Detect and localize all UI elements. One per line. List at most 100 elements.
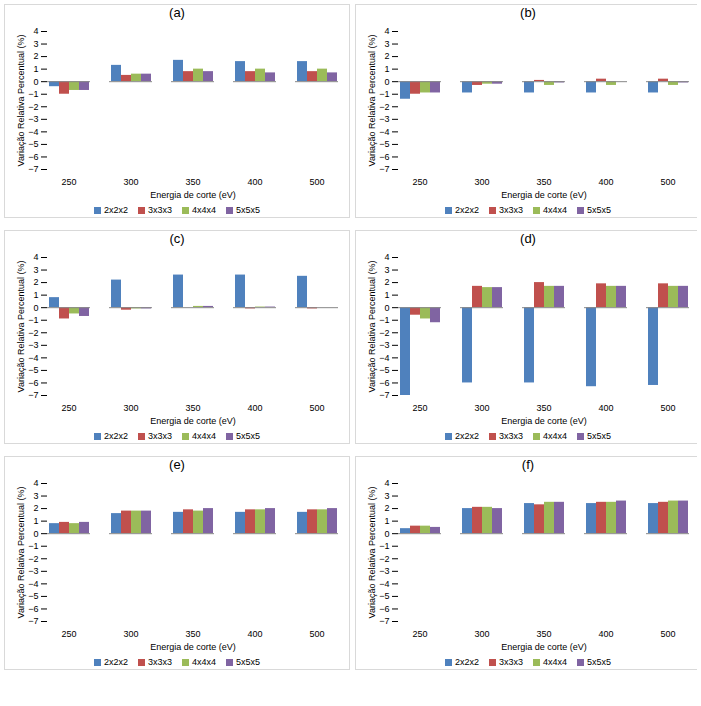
svg-text:300: 300 [123,629,138,639]
svg-text:2: 2 [384,51,389,61]
svg-text:500: 500 [660,403,675,413]
svg-text:−5: −5 [379,365,389,375]
svg-text:−5: −5 [379,139,389,149]
svg-text:−1: −1 [28,89,38,99]
svg-text:−4: −4 [379,353,389,363]
svg-text:300: 300 [474,403,489,413]
svg-text:0: 0 [33,303,38,313]
svg-text:250: 250 [61,177,76,187]
svg-text:1: 1 [33,516,38,526]
svg-text:Energia de corte (eV): Energia de corte (eV) [150,190,236,200]
svg-text:1: 1 [384,516,389,526]
svg-text:−7: −7 [28,616,38,626]
svg-text:500: 500 [660,629,675,639]
svg-text:400: 400 [598,403,613,413]
svg-text:−2: −2 [379,554,389,564]
svg-text:350: 350 [185,629,200,639]
svg-text:−2: −2 [28,102,38,112]
svg-text:3: 3 [384,265,389,275]
svg-text:3: 3 [33,39,38,49]
svg-text:250: 250 [61,629,76,639]
svg-text:250: 250 [412,403,427,413]
svg-text:−4: −4 [379,579,389,589]
svg-text:Energia de corte (eV): Energia de corte (eV) [501,642,587,652]
svg-text:1: 1 [33,290,38,300]
svg-text:−5: −5 [379,591,389,601]
svg-text:−1: −1 [28,315,38,325]
svg-text:4: 4 [384,26,389,36]
svg-text:−2: −2 [28,328,38,338]
svg-text:0: 0 [33,77,38,87]
svg-text:Variação Relativa Percentual (: Variação Relativa Percentual (%) [367,261,377,393]
svg-text:2: 2 [384,503,389,513]
svg-text:−2: −2 [379,328,389,338]
svg-text:350: 350 [536,403,551,413]
svg-text:4: 4 [33,252,38,262]
svg-text:−1: −1 [28,541,38,551]
svg-text:−3: −3 [28,340,38,350]
svg-text:3: 3 [33,491,38,501]
svg-text:4: 4 [33,478,38,488]
svg-text:−4: −4 [379,127,389,137]
svg-text:0: 0 [384,77,389,87]
svg-text:250: 250 [412,177,427,187]
svg-text:0: 0 [384,529,389,539]
svg-text:2: 2 [384,277,389,287]
svg-text:500: 500 [660,177,675,187]
svg-text:1: 1 [384,64,389,74]
svg-text:3: 3 [384,491,389,501]
svg-text:400: 400 [247,177,262,187]
svg-text:−4: −4 [28,579,38,589]
svg-text:350: 350 [536,629,551,639]
svg-text:0: 0 [384,303,389,313]
svg-text:−7: −7 [379,616,389,626]
svg-text:−3: −3 [28,566,38,576]
svg-text:−1: −1 [379,315,389,325]
svg-text:−1: −1 [379,89,389,99]
svg-text:−3: −3 [28,114,38,124]
svg-text:300: 300 [474,629,489,639]
svg-text:250: 250 [412,629,427,639]
svg-text:4: 4 [33,26,38,36]
svg-text:3: 3 [384,39,389,49]
svg-text:0: 0 [33,529,38,539]
svg-text:500: 500 [309,403,324,413]
svg-text:−6: −6 [28,152,38,162]
svg-text:500: 500 [309,629,324,639]
svg-text:−2: −2 [379,102,389,112]
svg-text:2: 2 [33,51,38,61]
svg-text:350: 350 [185,177,200,187]
svg-text:−5: −5 [28,139,38,149]
svg-text:250: 250 [61,403,76,413]
svg-text:Energia de corte (eV): Energia de corte (eV) [150,416,236,426]
svg-text:400: 400 [247,629,262,639]
svg-text:Variação Relativa Percentual (: Variação Relativa Percentual (%) [16,261,26,393]
svg-text:−1: −1 [379,541,389,551]
svg-text:3: 3 [33,265,38,275]
svg-text:350: 350 [185,403,200,413]
svg-text:−7: −7 [28,164,38,174]
svg-text:−5: −5 [28,591,38,601]
svg-text:Energia de corte (eV): Energia de corte (eV) [501,190,587,200]
svg-text:400: 400 [598,629,613,639]
svg-text:−2: −2 [28,554,38,564]
svg-text:−6: −6 [379,604,389,614]
svg-text:1: 1 [384,290,389,300]
svg-text:Energia de corte (eV): Energia de corte (eV) [501,416,587,426]
svg-text:−7: −7 [379,164,389,174]
svg-text:2: 2 [33,277,38,287]
svg-text:4: 4 [384,252,389,262]
svg-text:4: 4 [384,478,389,488]
svg-text:1: 1 [33,64,38,74]
svg-text:−4: −4 [28,353,38,363]
svg-text:−3: −3 [379,566,389,576]
svg-text:−3: −3 [379,114,389,124]
svg-text:Variação Relativa Percentual (: Variação Relativa Percentual (%) [16,487,26,619]
svg-text:350: 350 [536,177,551,187]
svg-text:Energia de corte (eV): Energia de corte (eV) [150,642,236,652]
svg-text:−6: −6 [28,378,38,388]
svg-text:−6: −6 [379,152,389,162]
svg-text:400: 400 [247,403,262,413]
svg-text:300: 300 [123,403,138,413]
svg-text:2: 2 [33,503,38,513]
